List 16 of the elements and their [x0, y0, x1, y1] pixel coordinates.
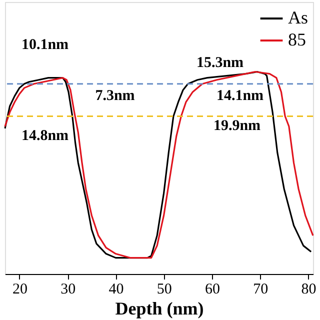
x-tick-label: 30 [60, 282, 76, 298]
x-tick-label: 40 [108, 282, 124, 298]
x-tick-label: 70 [253, 282, 268, 298]
legend-label: As [288, 8, 308, 28]
text: 10.1nm [21, 37, 70, 53]
annotation: 14.1nm [216, 88, 264, 104]
annotation: 7.3nm [95, 88, 136, 104]
x-tick-label: 50 [156, 282, 172, 298]
x-tick-label: 20 [12, 282, 28, 298]
annotation: 14.8nm [21, 128, 70, 144]
text: 15.3nm [196, 55, 244, 71]
x-tick-label: 80 [301, 282, 316, 298]
x-axis-title: Depth (nm) [115, 298, 204, 318]
annotation: 19.9nm [213, 118, 262, 134]
legend-label: 85 [288, 30, 306, 50]
x-tick-label: 60 [204, 282, 220, 298]
